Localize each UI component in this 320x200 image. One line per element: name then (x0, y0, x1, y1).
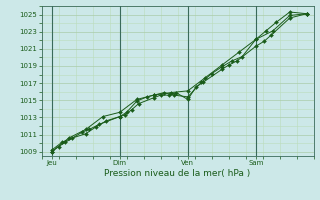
X-axis label: Pression niveau de la mer( hPa ): Pression niveau de la mer( hPa ) (104, 169, 251, 178)
